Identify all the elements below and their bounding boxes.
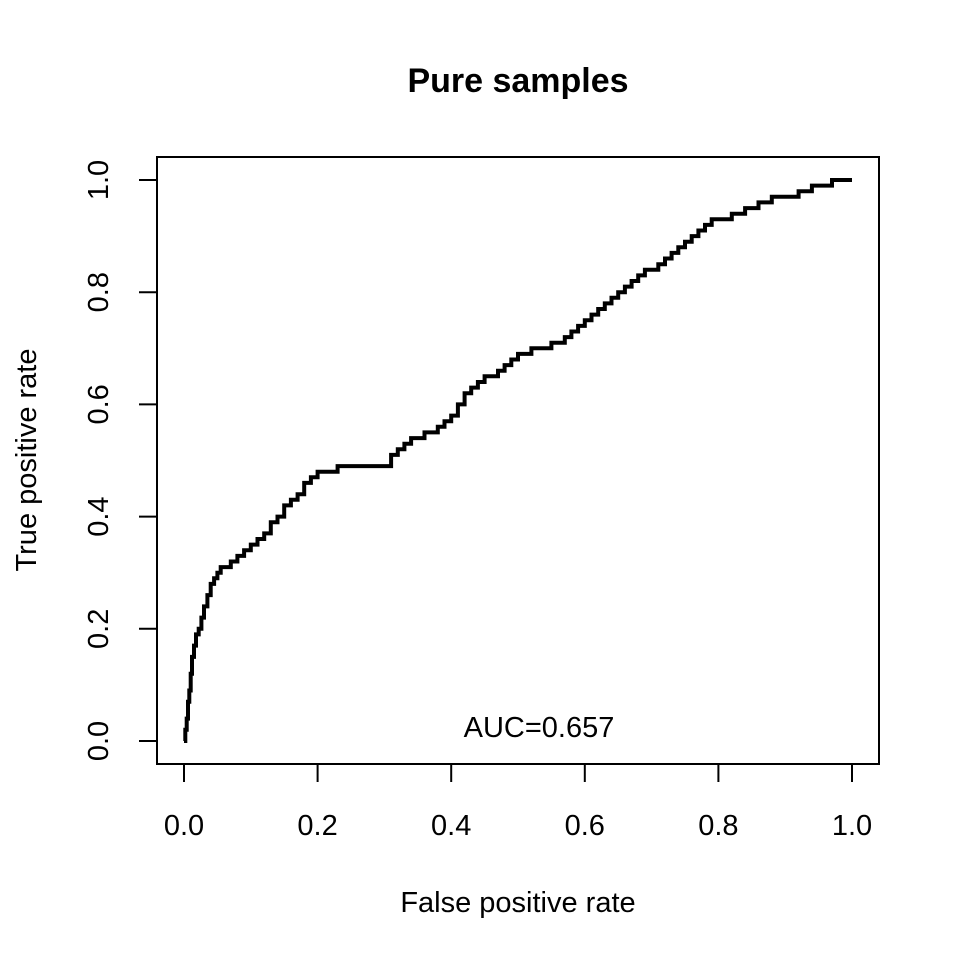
- roc-curve-line: [183, 178, 852, 743]
- y-axis: 0.0 0.2 0.4 0.6 0.8 1.0: [83, 160, 158, 761]
- y-tick-label: 0.0: [83, 721, 115, 761]
- chart-title: Pure samples: [407, 62, 628, 100]
- x-tick-label: 0.6: [565, 810, 605, 842]
- plot-frame: [156, 156, 880, 765]
- y-tick-label: 0.2: [83, 609, 115, 649]
- auc-annotation: AUC=0.657: [464, 712, 615, 744]
- x-tick-label: 0.2: [297, 810, 337, 842]
- series-layer: [183, 178, 852, 743]
- x-axis: 0.0 0.2 0.4 0.6 0.8 1.0: [164, 763, 872, 842]
- x-tick-label: 0.4: [431, 810, 471, 842]
- x-tick-label: 0.8: [698, 810, 738, 842]
- y-tick-label: 0.8: [83, 272, 115, 312]
- y-axis-label: True positive rate: [11, 349, 43, 572]
- x-tick-label: 1.0: [832, 810, 872, 842]
- y-tick-label: 0.4: [83, 496, 115, 536]
- x-axis-label: False positive rate: [400, 887, 635, 919]
- y-tick-label: 0.6: [83, 384, 115, 424]
- y-tick-label: 1.0: [83, 160, 115, 200]
- x-tick-label: 0.0: [164, 810, 204, 842]
